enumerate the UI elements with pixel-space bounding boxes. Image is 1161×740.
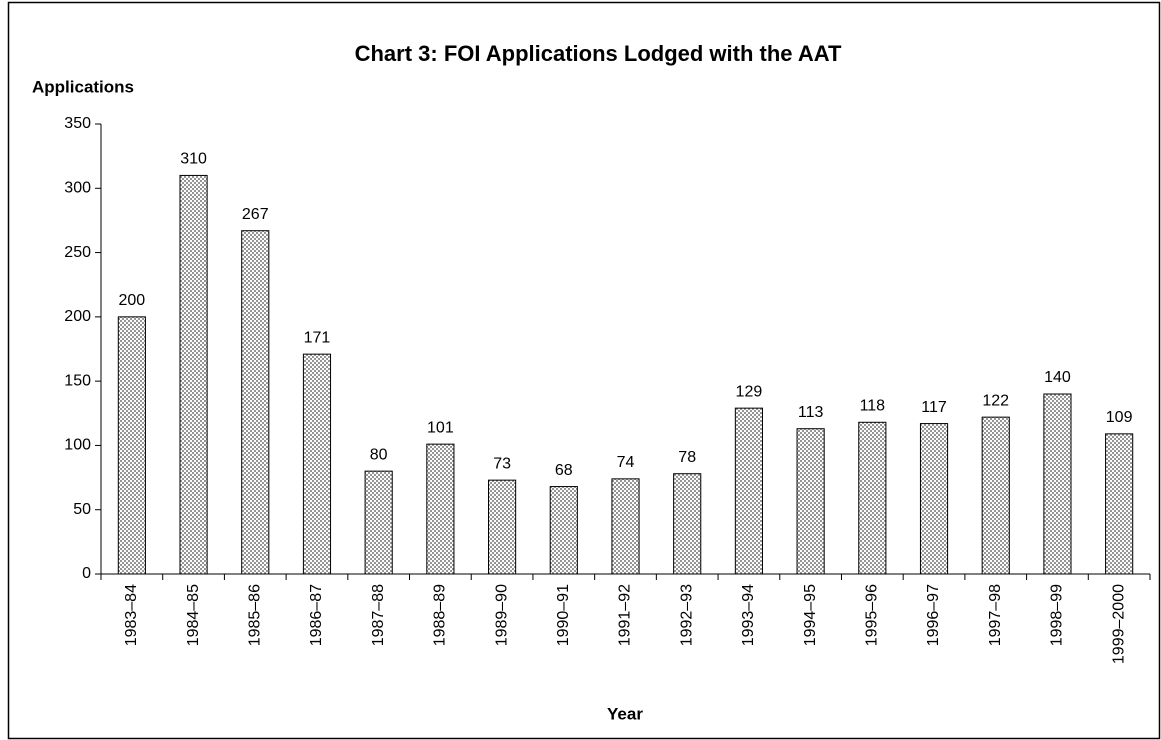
y-tick-label: 200 <box>64 308 91 325</box>
value-label: 113 <box>798 404 824 421</box>
x-tick-label: 1998–99 <box>1049 584 1066 646</box>
value-label: 140 <box>1044 369 1071 386</box>
value-label: 129 <box>736 383 763 400</box>
bar <box>734 407 763 575</box>
value-label: 310 <box>180 151 207 168</box>
y-tick-label: 300 <box>64 180 91 197</box>
value-label: 171 <box>304 329 331 346</box>
x-tick-label: 1995–96 <box>864 584 881 646</box>
x-tick-label: 1997–98 <box>987 584 1004 646</box>
value-label: 267 <box>242 206 269 223</box>
x-tick-label: 1987–88 <box>370 584 387 646</box>
y-tick-label: 100 <box>64 437 91 454</box>
y-tick-label: 250 <box>64 244 91 261</box>
value-label: 122 <box>982 392 1009 409</box>
value-label: 101 <box>427 419 454 436</box>
bar <box>1105 433 1134 575</box>
x-tick-label: 1984–85 <box>185 584 202 646</box>
bar <box>981 416 1010 575</box>
frame <box>7 1 1161 740</box>
value-label: 200 <box>119 292 146 309</box>
x-tick-label: 1989–90 <box>493 584 510 646</box>
value-label: 109 <box>1106 409 1133 426</box>
x-tick-label: 1999–2000 <box>1110 584 1127 664</box>
bar <box>426 443 455 575</box>
x-axis-title: Year <box>607 704 643 723</box>
x-tick-label: 1988–89 <box>432 584 449 646</box>
bar <box>488 479 517 575</box>
bar <box>302 353 332 575</box>
bar <box>549 486 578 575</box>
y-tick-label: 150 <box>64 372 91 389</box>
bar <box>611 478 640 575</box>
value-label: 80 <box>370 446 388 463</box>
y-tick-label: 50 <box>73 501 91 518</box>
y-tick-label: 350 <box>64 115 91 132</box>
x-tick-label: 1992–93 <box>678 584 695 646</box>
x-tick-label: 1983–84 <box>123 584 140 646</box>
bar <box>796 428 825 575</box>
x-tick-label: 1993–94 <box>740 584 757 646</box>
bar <box>241 230 270 575</box>
x-tick-label: 1996–97 <box>925 584 942 646</box>
bar <box>364 470 393 575</box>
bar <box>1043 393 1072 575</box>
value-label: 78 <box>678 449 696 466</box>
y-axis-title: Applications <box>32 77 134 96</box>
y-tick-label: 0 <box>82 565 91 582</box>
x-tick-label: 1994–95 <box>802 584 819 646</box>
x-tick-label: 1991–92 <box>617 584 634 646</box>
chart-title: Chart 3: FOI Applications Lodged with th… <box>355 41 842 66</box>
bar <box>179 174 208 575</box>
bar <box>858 421 887 575</box>
value-label: 68 <box>555 462 573 479</box>
value-label: 117 <box>921 399 947 416</box>
value-label: 118 <box>860 398 886 415</box>
value-label: 74 <box>617 454 635 471</box>
bar <box>919 423 949 575</box>
x-tick-label: 1990–91 <box>555 584 572 646</box>
x-tick-label: 1985–86 <box>246 584 263 646</box>
bar <box>673 473 702 575</box>
value-label: 73 <box>493 455 511 472</box>
bar <box>117 316 146 575</box>
x-tick-label: 1986–87 <box>308 584 325 646</box>
